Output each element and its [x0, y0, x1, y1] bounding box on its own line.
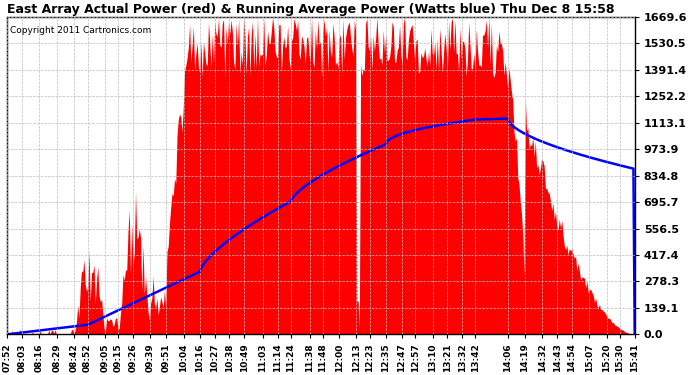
- Text: East Array Actual Power (red) & Running Average Power (Watts blue) Thu Dec 8 15:: East Array Actual Power (red) & Running …: [8, 3, 615, 16]
- Text: Copyright 2011 Cartronics.com: Copyright 2011 Cartronics.com: [10, 27, 152, 36]
